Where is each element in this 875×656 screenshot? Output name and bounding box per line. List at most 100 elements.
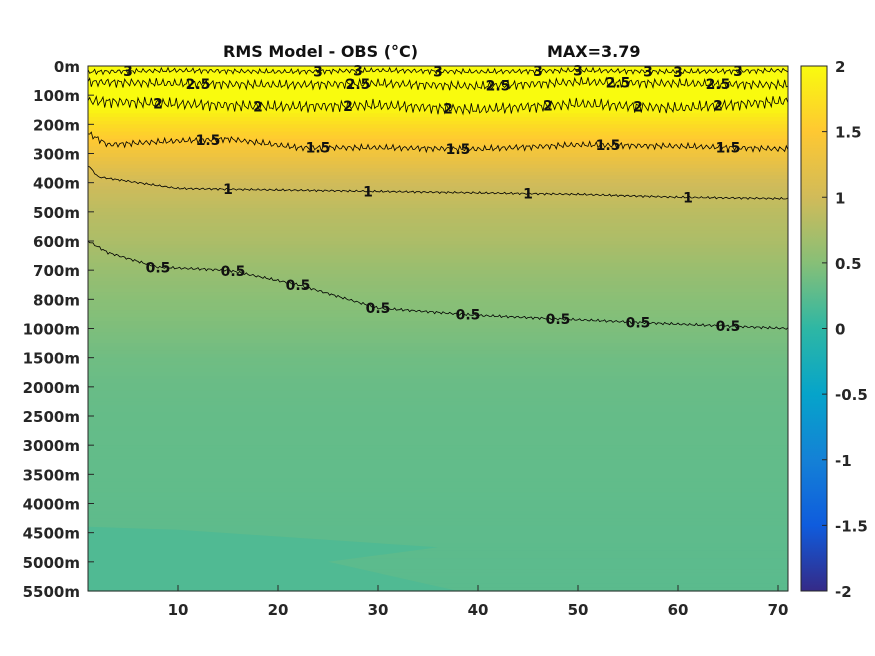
heat-cell	[88, 390, 788, 395]
colorbar-tick-label: -1	[835, 452, 852, 470]
heat-cell	[88, 459, 788, 464]
contour-label: 2	[443, 101, 453, 117]
heat-cell	[88, 113, 788, 118]
heat-cell	[88, 510, 788, 516]
heat-cell	[88, 295, 788, 300]
heat-cell	[88, 117, 788, 122]
contour-label: 0.5	[366, 301, 391, 317]
contour-label: 0.5	[546, 312, 571, 328]
heat-cell	[88, 470, 788, 475]
heat-cell	[88, 120, 788, 125]
y-tick-label: 400m	[33, 175, 80, 193]
heat-cell	[88, 474, 788, 479]
heat-cell	[88, 441, 788, 446]
contour-line-0-5	[87, 240, 789, 330]
x-tick-label: 70	[768, 601, 789, 619]
contour-label: 2.5	[706, 77, 731, 93]
contour-label: 3	[533, 64, 543, 80]
contour-label: 2	[253, 99, 263, 115]
heat-cell	[88, 292, 788, 297]
heat-cell	[88, 197, 788, 202]
heat-cell	[88, 525, 788, 530]
heat-cell	[88, 157, 788, 162]
heat-cell	[88, 518, 788, 523]
heat-cell	[88, 211, 788, 217]
heat-cell	[88, 346, 788, 351]
heat-cell	[88, 200, 788, 206]
y-tick-label: 3500m	[23, 466, 80, 484]
heat-cell	[88, 193, 788, 198]
heat-cell	[88, 91, 788, 96]
heat-cell	[88, 481, 788, 486]
heat-cell	[88, 324, 788, 330]
heat-cell	[88, 277, 788, 282]
heat-cell	[88, 437, 788, 443]
heat-cell	[88, 332, 788, 337]
heat-cell	[88, 84, 788, 89]
colorbar-ticks: 2 1.5 1 0.5 0 -0.5 -1 -1.5 -2	[822, 58, 868, 601]
heat-cell	[88, 76, 788, 82]
heat-cell	[88, 503, 788, 508]
heat-cell	[88, 499, 788, 505]
heat-cell	[88, 142, 788, 147]
heat-cell	[88, 558, 788, 563]
y-tick-label: 3000m	[23, 437, 80, 455]
heat-cell	[88, 423, 788, 428]
contour-label: 2	[633, 100, 643, 116]
contour-label: 3	[643, 64, 653, 80]
y-tick-label: 600m	[33, 233, 80, 251]
heat-cell	[88, 248, 788, 253]
y-tick-label: 700m	[33, 262, 80, 280]
colorbar-tick-label: 1	[835, 189, 845, 207]
heat-cell	[88, 262, 788, 268]
heat-cell	[88, 467, 788, 472]
contour-label: 3	[733, 64, 743, 80]
contour-label: 3	[673, 65, 683, 81]
y-tick-label: 0m	[54, 58, 80, 76]
contour-label: 0.5	[456, 308, 481, 324]
heat-cell	[88, 98, 788, 104]
y-tick-label: 100m	[33, 87, 80, 105]
contour-label: 3	[433, 64, 443, 80]
heat-cell	[88, 416, 788, 421]
colorbar-tick-label: 0.5	[835, 255, 862, 273]
colorbar-tick-label: 1.5	[835, 124, 862, 142]
contour-label: 0.5	[716, 319, 741, 335]
y-tick-label: 4500m	[23, 525, 80, 543]
contour-label: 2	[343, 99, 353, 115]
heat-cell	[88, 379, 788, 384]
contour-label: 1.5	[716, 141, 741, 157]
heat-cell	[88, 160, 788, 166]
heat-cell	[88, 186, 788, 191]
heat-cell	[88, 237, 788, 242]
heat-cell	[88, 357, 788, 362]
max-label: MAX=3.79	[547, 42, 641, 61]
heat-cell	[88, 463, 788, 468]
heat-cell	[88, 281, 788, 286]
heat-cell	[88, 328, 788, 333]
contour-label: 3	[123, 64, 133, 80]
heat-cell	[88, 485, 788, 490]
heat-cell	[88, 164, 788, 169]
y-tick-label: 500m	[33, 204, 80, 222]
y-tick-label: 5500m	[23, 583, 80, 601]
heat-cell	[88, 106, 788, 111]
y-tick-label: 2500m	[23, 408, 80, 426]
y-tick-label: 800m	[33, 291, 80, 309]
contour-label: 1.5	[446, 142, 471, 158]
contour-label: 2.5	[186, 77, 211, 93]
contour-label: 1	[223, 182, 233, 198]
heat-cell	[88, 182, 788, 187]
heat-cell	[88, 452, 788, 457]
contour-line-1	[87, 165, 789, 201]
deep-region	[88, 526, 458, 591]
heat-cell	[88, 175, 788, 180]
abyssal-patch	[88, 526, 458, 591]
x-tick-label: 50	[568, 601, 589, 619]
heat-cell	[88, 87, 788, 93]
heat-cell	[88, 477, 788, 483]
heat-cell	[88, 80, 788, 85]
heat-cell	[88, 299, 788, 304]
heat-cell	[88, 397, 788, 403]
